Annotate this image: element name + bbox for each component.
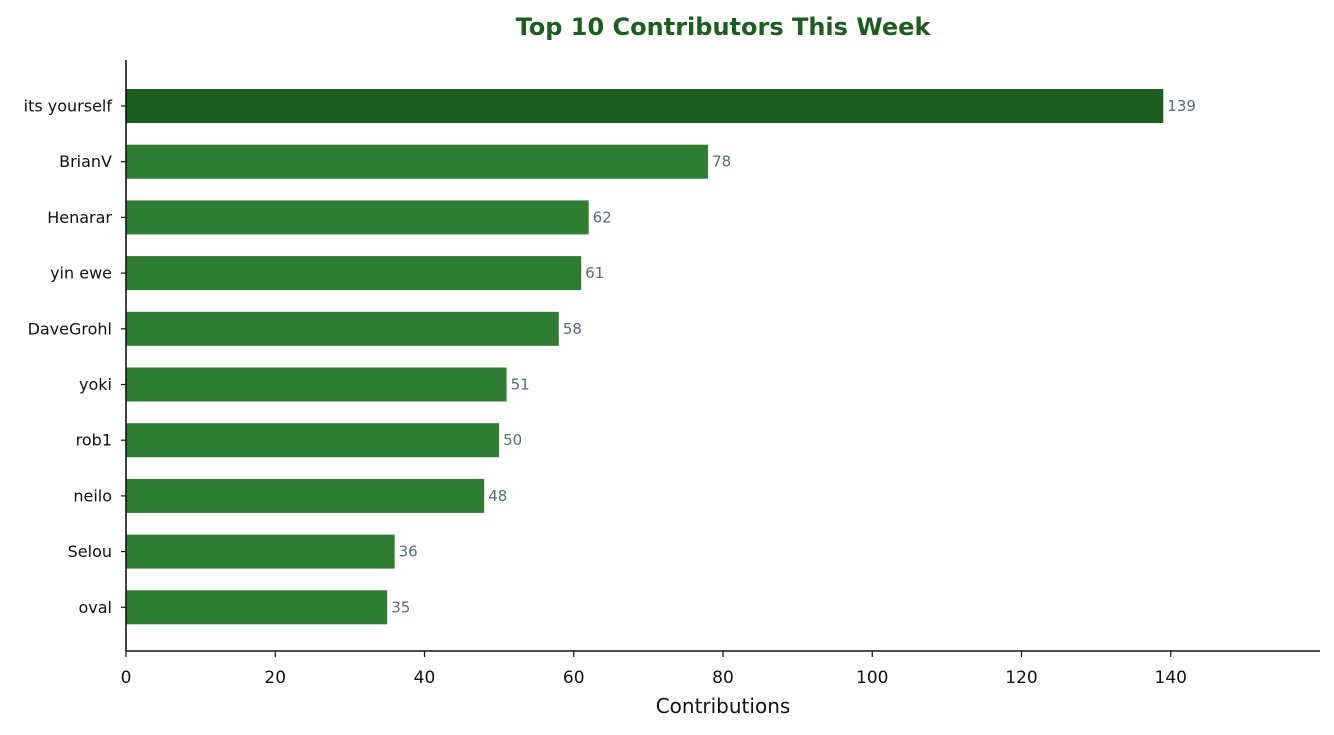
bar-its-yourself: [126, 89, 1164, 123]
x-tick-label: 120: [1005, 668, 1037, 688]
x-axis-title: Contributions: [656, 694, 791, 718]
bar-yoki: [126, 367, 507, 402]
category-label: Henarar: [47, 208, 112, 227]
value-label: 139: [1167, 97, 1196, 115]
value-label: 62: [593, 208, 612, 226]
x-tick-label: 100: [856, 668, 888, 688]
labels-layer: its yourself 139 BrianV 78 Henarar 62 yin ewe 6…: [24, 97, 1196, 617]
category-label: Selou: [68, 542, 112, 561]
category-label: yoki: [79, 375, 112, 394]
x-ticks-layer: 0 20 40 60 80 100 120 140: [121, 651, 1187, 688]
category-label: yin ewe: [50, 264, 112, 283]
bar-rob1: [126, 423, 500, 458]
value-label: 51: [511, 376, 530, 394]
value-label: 58: [563, 320, 582, 338]
chart-title: Top 10 Contributors This Week: [516, 13, 932, 41]
bar-davegrohl: [126, 311, 559, 346]
x-tick-label: 80: [712, 668, 734, 688]
value-label: 61: [585, 264, 604, 282]
x-tick-label: 20: [264, 668, 286, 688]
category-label: BrianV: [59, 152, 112, 171]
value-label: 78: [712, 153, 731, 171]
x-tick-label: 0: [121, 668, 132, 688]
category-label: rob1: [76, 431, 112, 450]
x-tick-label: 140: [1155, 668, 1187, 688]
category-label: DaveGrohl: [28, 319, 112, 338]
bar-neilo: [126, 478, 485, 513]
value-label: 48: [488, 487, 507, 505]
x-tick-label: 40: [414, 668, 436, 688]
bar-brianv: [126, 144, 709, 179]
value-label: 36: [399, 543, 418, 561]
value-label: 35: [391, 598, 410, 616]
category-label: oval: [78, 598, 112, 617]
bar-oval: [126, 590, 388, 625]
bar-yin-ewe: [126, 256, 582, 291]
category-label: neilo: [73, 486, 112, 505]
bars-layer: [126, 89, 1164, 625]
bar-henarar: [126, 200, 589, 235]
value-label: 50: [503, 431, 522, 449]
bar-selou: [126, 534, 395, 569]
x-tick-label: 60: [563, 668, 585, 688]
category-label: its yourself: [24, 97, 113, 116]
